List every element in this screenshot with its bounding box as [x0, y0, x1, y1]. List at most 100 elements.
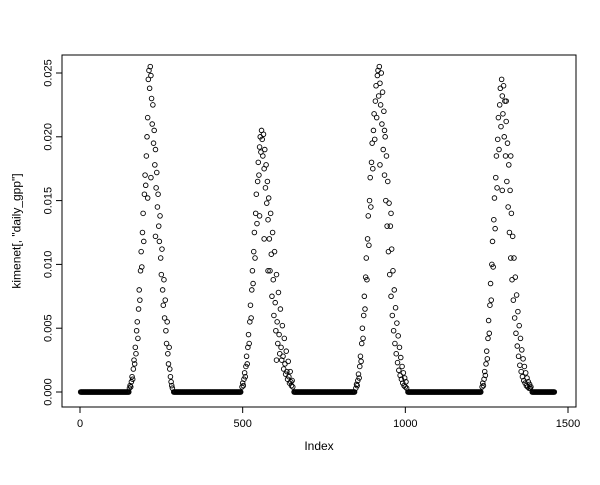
- data-point: [521, 363, 528, 370]
- data-point: [383, 153, 390, 159]
- data-point: [357, 363, 363, 370]
- data-point: [366, 242, 372, 249]
- data-point: [141, 238, 147, 245]
- data-point: [378, 70, 385, 76]
- data-point: [360, 335, 366, 342]
- data-point: [262, 146, 268, 153]
- data-point: [395, 333, 401, 339]
- data-point: [279, 322, 286, 329]
- data-point: [270, 276, 277, 283]
- data-point: [376, 63, 383, 70]
- data-point: [377, 80, 383, 86]
- data-point: [377, 162, 383, 168]
- data-point: [151, 127, 157, 134]
- data-point: [145, 76, 152, 83]
- data-point: [261, 236, 267, 242]
- data-point: [271, 248, 278, 255]
- data-point: [150, 102, 156, 108]
- data-point: [274, 319, 280, 325]
- data-point: [499, 93, 506, 99]
- data-point: [135, 306, 142, 312]
- data-point: [131, 361, 138, 367]
- data-point: [265, 195, 272, 201]
- data-point: [359, 325, 366, 331]
- y-tick-label: 0.005: [43, 314, 55, 342]
- data-point: [479, 384, 485, 390]
- data-point: [247, 302, 254, 308]
- data-point: [493, 153, 500, 159]
- x-axis: 0 500 1000 1500: [77, 407, 580, 430]
- data-point: [385, 178, 391, 185]
- data-point: [159, 246, 165, 252]
- data-point: [528, 384, 534, 390]
- data-point: [289, 377, 295, 384]
- data-point: [381, 108, 387, 115]
- data-point: [492, 225, 498, 232]
- data-point: [160, 302, 167, 308]
- x-tick-label: 1500: [556, 418, 580, 430]
- data-point: [388, 293, 394, 300]
- data-point: [368, 159, 375, 166]
- data-point: [360, 312, 367, 319]
- data-point: [501, 134, 507, 140]
- data-point: [478, 389, 484, 395]
- data-point: [252, 255, 258, 261]
- data-point: [502, 153, 509, 159]
- data-point: [517, 362, 523, 368]
- data-point: [373, 83, 379, 89]
- data-point: [511, 255, 517, 261]
- data-point: [146, 85, 153, 92]
- data-point: [250, 248, 257, 255]
- data-point: [481, 368, 488, 375]
- data-point: [514, 343, 521, 349]
- data-point: [131, 357, 137, 363]
- data-point: [386, 271, 393, 278]
- data-point: [506, 162, 512, 168]
- data-point: [551, 389, 558, 395]
- data-point: [394, 320, 400, 326]
- data-point: [519, 347, 525, 353]
- data-point: [480, 382, 487, 389]
- data-point: [137, 297, 143, 303]
- data-point: [281, 335, 288, 342]
- data-point: [245, 331, 252, 338]
- data-point: [157, 255, 164, 261]
- data-point: [363, 255, 370, 261]
- data-point: [364, 236, 371, 242]
- data-point: [500, 111, 506, 117]
- data-point: [288, 382, 295, 389]
- data-point: [237, 389, 244, 395]
- data-point: [515, 308, 521, 315]
- data-point: [161, 276, 167, 283]
- data-point: [369, 140, 375, 146]
- data-point: [141, 191, 148, 197]
- data-point: [265, 268, 271, 274]
- data-point: [288, 379, 294, 385]
- data-point: [152, 233, 159, 240]
- data-point: [510, 297, 517, 303]
- data-point: [136, 287, 142, 293]
- data-point: [273, 271, 280, 278]
- y-tick-label: 0.010: [43, 251, 55, 279]
- data-point: [361, 293, 368, 300]
- data-point: [266, 236, 273, 242]
- data-point: [242, 373, 249, 380]
- data-point: [354, 382, 360, 389]
- data-point: [155, 223, 162, 229]
- data-point: [508, 210, 515, 217]
- data-point: [496, 146, 502, 153]
- data-point: [244, 361, 250, 367]
- data-point: [517, 335, 524, 342]
- data-point: [505, 204, 511, 210]
- data-point: [362, 306, 368, 312]
- data-point: [126, 385, 133, 391]
- data-point: [156, 238, 163, 245]
- data-point: [249, 287, 255, 293]
- data-point: [153, 185, 159, 191]
- data-point: [251, 229, 258, 236]
- data-point: [265, 216, 271, 223]
- data-point: [503, 98, 509, 104]
- data-point: [355, 371, 362, 377]
- x-tick-label: 0: [77, 418, 83, 430]
- data-point: [138, 248, 144, 255]
